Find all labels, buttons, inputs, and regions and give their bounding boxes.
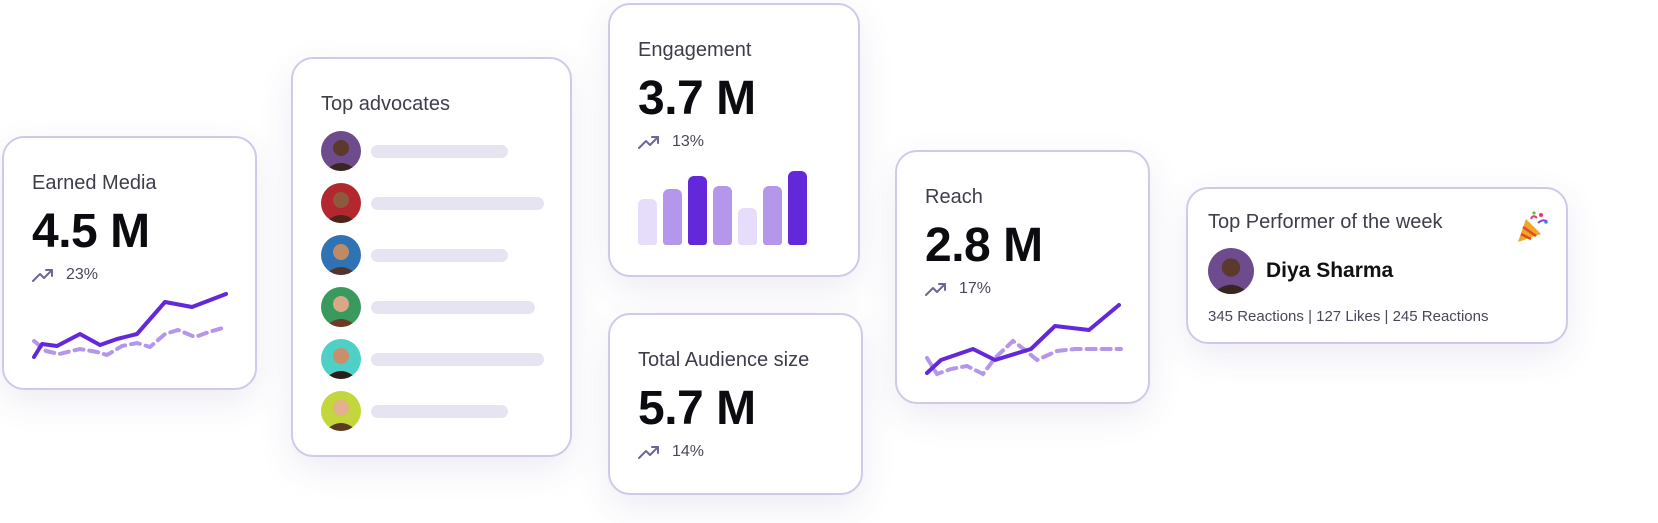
top-performer-stats: 345 Reactions | 127 Likes | 245 Reaction…	[1208, 308, 1489, 325]
engagement-bar-chart	[638, 171, 818, 245]
reach-trend-value: 17%	[959, 280, 992, 297]
earned-media-previous-line	[32, 325, 228, 358]
advocate-name-placeholder	[371, 405, 508, 418]
earned-media-trend-value: 23%	[66, 266, 99, 283]
engagement-bar	[763, 186, 782, 245]
total-audience-value: 5.7 M	[638, 382, 756, 435]
engagement-card[interactable]: Engagement 3.7 M 13%	[608, 3, 860, 277]
top-performer-card[interactable]: Top Performer of the week Diya Sharma 34…	[1186, 187, 1568, 344]
engagement-bar	[788, 171, 807, 245]
top-advocates-title: Top advocates	[321, 93, 450, 115]
trend-up-icon	[925, 283, 946, 296]
advocate-name-placeholder	[371, 353, 544, 366]
advocate-avatar-5[interactable]	[321, 339, 361, 379]
earned-media-value: 4.5 M	[32, 205, 150, 258]
party-popper-icon	[1518, 211, 1548, 242]
reach-sparkline	[925, 303, 1123, 377]
reach-trend: 17%	[925, 280, 991, 298]
earned-media-sparkline	[32, 292, 228, 359]
earned-media-title: Earned Media	[32, 172, 157, 194]
engagement-title: Engagement	[638, 39, 752, 61]
advocate-name-placeholder	[371, 197, 544, 210]
advocate-avatar-2[interactable]	[321, 183, 361, 223]
advocate-name-placeholder	[371, 301, 535, 314]
reach-current-line	[925, 303, 1121, 375]
top-performer-avatar[interactable]	[1208, 248, 1254, 294]
advocate-name-placeholder	[371, 249, 508, 262]
engagement-bar	[688, 176, 707, 245]
engagement-trend-value: 13%	[672, 133, 705, 150]
earned-media-current-line	[32, 292, 228, 359]
reach-title: Reach	[925, 186, 983, 208]
advocate-avatar-6[interactable]	[321, 391, 361, 431]
trend-up-icon	[638, 446, 659, 459]
engagement-trend: 13%	[638, 133, 704, 151]
engagement-value: 3.7 M	[638, 72, 756, 125]
advocate-avatar-4[interactable]	[321, 287, 361, 327]
advocate-avatar-1[interactable]	[321, 131, 361, 171]
top-performer-title: Top Performer of the week	[1208, 211, 1443, 233]
reach-previous-line	[925, 338, 1123, 377]
reach-value: 2.8 M	[925, 219, 1043, 272]
earned-media-card[interactable]: Earned Media 4.5 M 23%	[2, 136, 257, 390]
trend-up-icon	[638, 136, 659, 149]
total-audience-trend: 14%	[638, 443, 704, 461]
top-performer-name[interactable]: Diya Sharma	[1266, 259, 1394, 282]
engagement-bar	[738, 208, 757, 245]
total-audience-card[interactable]: Total Audience size 5.7 M 14%	[608, 313, 863, 495]
top-advocates-card[interactable]: Top advocates	[291, 57, 572, 457]
earned-media-trend: 23%	[32, 266, 98, 284]
reach-card[interactable]: Reach 2.8 M 17%	[895, 150, 1150, 404]
trend-up-icon	[32, 269, 53, 282]
total-audience-trend-value: 14%	[672, 443, 705, 460]
total-audience-title: Total Audience size	[638, 349, 810, 371]
engagement-bar	[713, 186, 732, 245]
advocate-avatar-3[interactable]	[321, 235, 361, 275]
engagement-bar	[638, 199, 657, 245]
engagement-bar	[663, 189, 682, 245]
advocate-name-placeholder	[371, 145, 508, 158]
